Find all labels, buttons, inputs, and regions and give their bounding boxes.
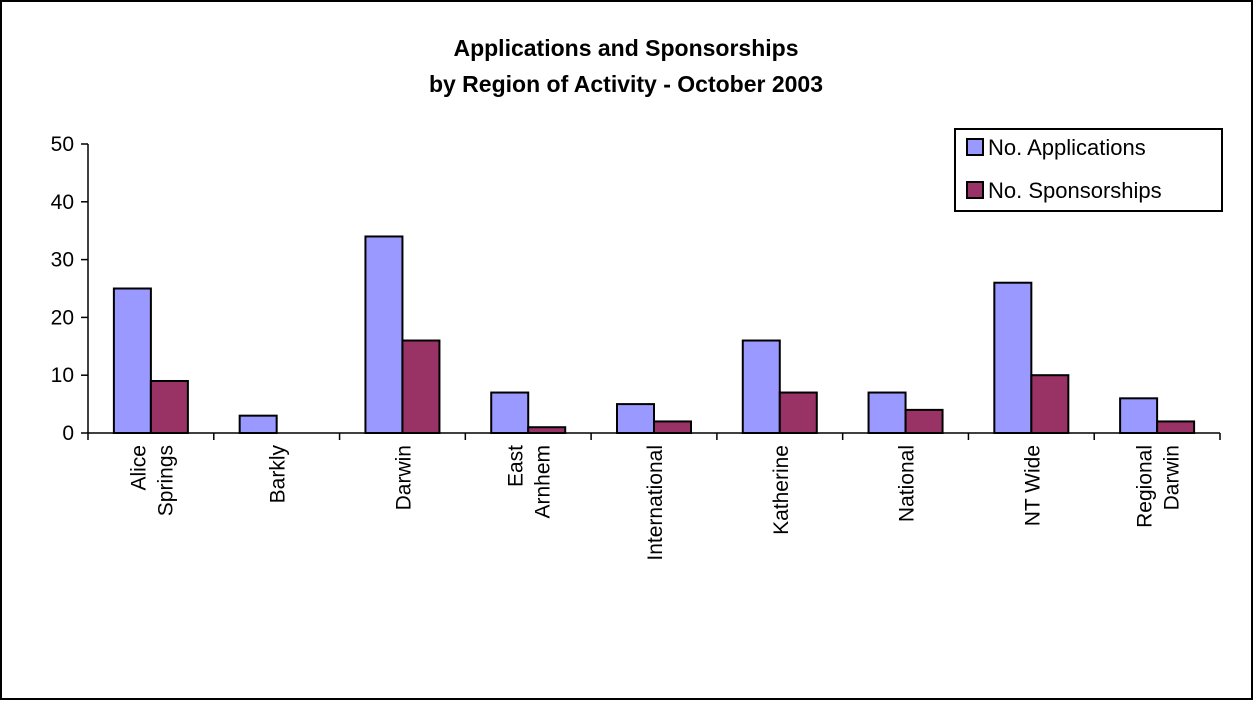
bar-sponsorships: [904, 408, 944, 435]
legend-label-sponsorships: No. Sponsorships: [988, 178, 1162, 203]
bar-applications: [616, 403, 655, 435]
category-label: Katherine: [770, 445, 793, 535]
bar-applications: [993, 281, 1033, 434]
bar-applications: [364, 235, 404, 434]
category-label: Arnhem: [532, 445, 555, 519]
y-tick-label: 40: [51, 191, 74, 214]
legend-box: [954, 128, 1223, 212]
category-label: NT Wide: [1021, 445, 1044, 526]
legend-swatch-applications: [966, 138, 984, 156]
legend: No. Applications No. Sponsorships: [954, 128, 1223, 212]
chart-subtitle: by Region of Activity - October 2003: [429, 71, 823, 97]
bar-applications: [490, 391, 530, 435]
legend-swatch-sponsorships: [966, 181, 984, 199]
category-label: National: [896, 445, 919, 522]
bars: [112, 235, 1196, 435]
category-label: Alice: [127, 445, 150, 491]
bar-sponsorships: [527, 426, 567, 435]
bar-applications: [867, 391, 907, 435]
bar-sponsorships: [1030, 374, 1070, 435]
bar-sponsorships: [1156, 420, 1196, 435]
y-axis: 0 10 20 30 40 50: [51, 133, 89, 445]
bar-sponsorships: [653, 420, 692, 435]
bar-applications: [1119, 397, 1159, 435]
chart-title: Applications and Sponsorships: [453, 35, 798, 61]
category-label: Barkly: [267, 445, 290, 504]
bar-applications: [238, 414, 278, 435]
y-tick-label: 30: [51, 249, 74, 272]
bar-sponsorships: [778, 391, 818, 435]
bar-sponsorships: [149, 379, 189, 435]
category-label: Darwin: [392, 445, 415, 510]
category-label: Springs: [154, 445, 177, 516]
bar-applications: [741, 339, 781, 434]
category-label: Regional: [1134, 445, 1157, 528]
category-label: International: [644, 445, 667, 561]
legend-label-applications: No. Applications: [988, 135, 1146, 160]
bar-sponsorships: [401, 339, 441, 434]
category-label: East: [505, 445, 528, 487]
y-tick-label: 50: [51, 133, 74, 156]
category-label: Darwin: [1161, 445, 1184, 510]
bar-applications: [112, 287, 152, 434]
y-tick-label: 0: [62, 422, 74, 445]
y-tick-label: 10: [51, 364, 74, 387]
category-labels: Alice Springs Barkly Darwin East Arnhem Intern…: [127, 445, 1183, 561]
y-tick-label: 20: [51, 306, 74, 329]
